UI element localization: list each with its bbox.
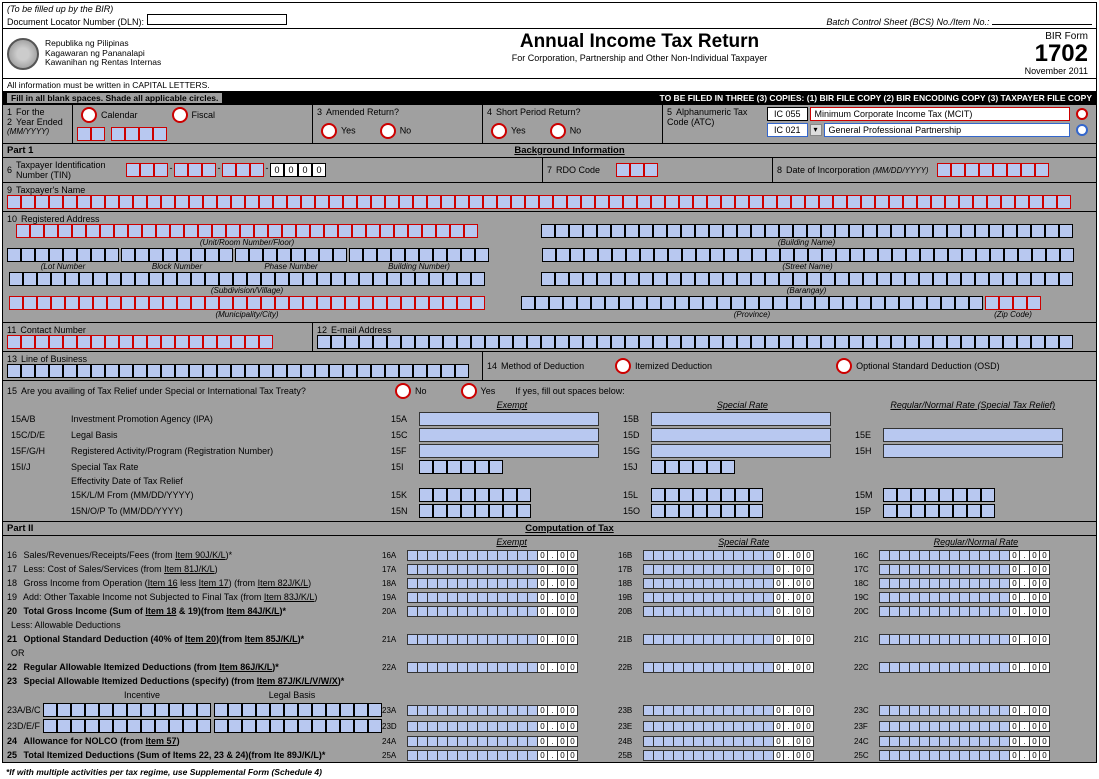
f15k[interactable]: document.write(Array(8).fill('<span clas… bbox=[419, 488, 531, 502]
header: Republika ng Pilipinas Kagawaran ng Pana… bbox=[3, 29, 1096, 79]
f15i[interactable]: document.write(Array(6).fill('<span clas… bbox=[419, 460, 503, 474]
f15g[interactable] bbox=[651, 444, 831, 458]
p2-row-23: 23 Special Allowable Itemized Deductions… bbox=[3, 674, 1096, 688]
f15h[interactable] bbox=[883, 444, 1063, 458]
email-boxes[interactable]: document.write(Array(54).fill('<span cla… bbox=[317, 335, 1073, 349]
f23d-inc[interactable]: document.write(Array(12).fill('<span cla… bbox=[43, 719, 211, 733]
tin-boxes[interactable]: - - - 0000 bbox=[126, 163, 326, 177]
formno-date: November 2011 bbox=[944, 66, 1088, 76]
lob-boxes[interactable]: document.write(Array(33).fill('<span cla… bbox=[7, 364, 469, 378]
addr-block[interactable]: document.write(Array(8).fill('<span clas… bbox=[121, 248, 233, 262]
short-yes-radio[interactable] bbox=[491, 123, 507, 139]
formno-num: 1702 bbox=[944, 42, 1088, 66]
addr-street[interactable]: document.write(Array(38).fill('<span cla… bbox=[542, 248, 1074, 262]
n23c[interactable]: 0.00 bbox=[880, 705, 1050, 716]
form-title: Annual Income Tax Return bbox=[343, 31, 936, 53]
p2-row-22: 22 Regular Allowable Itemized Deductions… bbox=[3, 660, 1096, 674]
addr-muni[interactable]: document.write(Array(34).fill('<span cla… bbox=[9, 296, 485, 310]
addr-subdiv[interactable]: document.write(Array(34).fill('<span cla… bbox=[9, 272, 485, 286]
addr-unit[interactable]: document.write(Array(33).fill('<span cla… bbox=[16, 224, 478, 238]
contact-boxes[interactable]: document.write(Array(19).fill('<span cla… bbox=[7, 335, 273, 349]
p2-row-25: 25 Total Itemized Deductions (Sum of Ite… bbox=[3, 748, 1096, 762]
name-boxes[interactable]: document.write(Array(76).fill('<span cla… bbox=[7, 195, 1092, 209]
f15n[interactable]: document.write(Array(8).fill('<span clas… bbox=[419, 504, 531, 518]
addr-zip[interactable]: document.write(Array(4).fill('<span clas… bbox=[985, 296, 1041, 310]
bcs-field[interactable] bbox=[992, 24, 1092, 25]
atc2-radio[interactable] bbox=[1076, 124, 1088, 136]
atc-code-1: IC 055 bbox=[767, 107, 808, 121]
relief-yes-radio[interactable] bbox=[461, 383, 477, 399]
dln-label: Document Locator Number (DLN): bbox=[7, 17, 144, 27]
date-inc-boxes[interactable] bbox=[937, 163, 1049, 177]
part2-header: Part II Computation of Tax bbox=[3, 522, 1096, 536]
row-1-5: 1For the 2Year Ended (MM/YYYY) Calendar … bbox=[3, 105, 1096, 144]
p2-row-24: 24 Allowance for NOLCO (from Item 57)24A… bbox=[3, 734, 1096, 748]
agency-text: Republika ng Pilipinas Kagawaran ng Pana… bbox=[45, 39, 161, 67]
bcs-label: Batch Control Sheet (BCS) No./Item No.: bbox=[826, 17, 989, 27]
f15p[interactable]: document.write(Array(8).fill('<span clas… bbox=[883, 504, 995, 518]
p2-row-21: 21 Optional Standard Deduction (40% of I… bbox=[3, 632, 1096, 646]
n23e[interactable]: 0.00 bbox=[644, 721, 814, 732]
p2-row-17: 17 Less: Cost of Sales/Services (from It… bbox=[3, 562, 1096, 576]
fiscal-radio[interactable] bbox=[172, 107, 188, 123]
footnote: *If with multiple activities per tax reg… bbox=[0, 765, 1099, 779]
top-bar: (To be filled up by the BIR) Document Lo… bbox=[3, 3, 1096, 29]
atc-dropdown-icon[interactable]: ▾ bbox=[810, 124, 822, 136]
n23a[interactable]: 0.00 bbox=[408, 705, 578, 716]
form-subtitle: For Corporation, Partnership and Other N… bbox=[343, 53, 936, 63]
short-no-radio[interactable] bbox=[550, 123, 566, 139]
itemized-radio[interactable] bbox=[615, 358, 631, 374]
atc-desc-2: General Professional Partnership bbox=[824, 123, 1070, 137]
atc-code-2: IC 021 bbox=[767, 123, 808, 137]
f15d[interactable] bbox=[651, 428, 831, 442]
f15b[interactable] bbox=[651, 412, 831, 426]
addr-brgy[interactable]: document.write(Array(38).fill('<span cla… bbox=[541, 272, 1073, 286]
f15a[interactable] bbox=[419, 412, 599, 426]
addr-phase[interactable]: document.write(Array(8).fill('<span clas… bbox=[235, 248, 347, 262]
p2-row-x: Less: Allowable Deductions bbox=[3, 618, 1096, 632]
p2-row-18: 18 Gross Income from Operation (Item 16 … bbox=[3, 576, 1096, 590]
addr-bldg[interactable]: document.write(Array(38).fill('<span cla… bbox=[541, 224, 1073, 238]
p2-row-16: 16 Sales/Revenues/Receipts/Fees (from It… bbox=[3, 548, 1096, 562]
f15j[interactable]: document.write(Array(6).fill('<span clas… bbox=[651, 460, 735, 474]
atc1-radio[interactable] bbox=[1076, 108, 1088, 120]
year-ended-boxes[interactable] bbox=[77, 127, 308, 141]
amended-no-radio[interactable] bbox=[380, 123, 396, 139]
addr-prov[interactable]: document.write(Array(33).fill('<span cla… bbox=[521, 296, 983, 310]
dln-field[interactable] bbox=[147, 14, 287, 25]
calendar-radio[interactable] bbox=[81, 107, 97, 123]
f23d-leg[interactable]: document.write(Array(12).fill('<span cla… bbox=[214, 719, 382, 733]
addr-bldgno[interactable]: document.write(Array(10).fill('<span cla… bbox=[349, 248, 489, 262]
rdo-boxes[interactable] bbox=[616, 163, 658, 177]
osd-radio[interactable] bbox=[836, 358, 852, 374]
p2-row-x: OR bbox=[3, 646, 1096, 660]
addr-lot[interactable]: document.write(Array(8).fill('<span clas… bbox=[7, 248, 119, 262]
f15l[interactable]: document.write(Array(8).fill('<span clas… bbox=[651, 488, 763, 502]
relief-no-radio[interactable] bbox=[395, 383, 411, 399]
form-1702: (To be filled up by the BIR) Document Lo… bbox=[2, 2, 1097, 763]
n23f[interactable]: 0.00 bbox=[880, 721, 1050, 732]
p2-row-20: 20 Total Gross Income (Sum of Item 18 & … bbox=[3, 604, 1096, 618]
bir-note: (To be filled up by the BIR) bbox=[7, 4, 287, 14]
n23d[interactable]: 0.00 bbox=[408, 721, 578, 732]
p2-row-19: 19 Add: Other Taxable Income not Subject… bbox=[3, 590, 1096, 604]
caps-note: All information must be written in CAPIT… bbox=[3, 79, 1096, 92]
f15o[interactable]: document.write(Array(8).fill('<span clas… bbox=[651, 504, 763, 518]
f15m[interactable]: document.write(Array(8).fill('<span clas… bbox=[883, 488, 995, 502]
bir-seal-icon bbox=[7, 38, 39, 70]
part1-header: Part 1 Background Information bbox=[3, 144, 1096, 158]
f15f[interactable] bbox=[419, 444, 599, 458]
filed-in-bar: Fill in all blank spaces. Shade all appl… bbox=[3, 92, 1096, 105]
f15c[interactable] bbox=[419, 428, 599, 442]
f15e[interactable] bbox=[883, 428, 1063, 442]
amended-yes-radio[interactable] bbox=[321, 123, 337, 139]
n23b[interactable]: 0.00 bbox=[644, 705, 814, 716]
atc-desc-1: Minimum Corporate Income Tax (MCIT) bbox=[810, 107, 1070, 121]
